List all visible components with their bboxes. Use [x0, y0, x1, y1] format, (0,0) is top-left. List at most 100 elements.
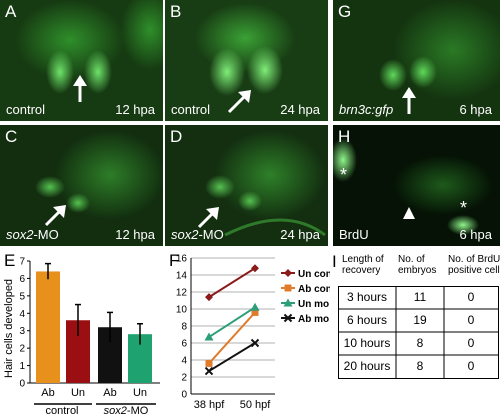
time-label: 6 hpa	[459, 102, 492, 117]
y-tick-label: 7	[19, 257, 25, 268]
data-point	[251, 308, 259, 316]
table-cell: 19	[413, 313, 427, 327]
y-tick-label: 3	[19, 326, 25, 337]
panel-letter: C	[5, 127, 18, 146]
arrow-icon	[73, 75, 87, 102]
y-tick-label: 12	[176, 288, 188, 299]
y-tick-label: 2	[181, 373, 187, 384]
y-tick-label: 6	[19, 274, 25, 285]
gene-name: sox2	[171, 227, 199, 242]
asterisk-marker: *	[340, 165, 348, 185]
x-tick-label: Ab	[103, 387, 116, 399]
condition-label: control	[171, 102, 211, 117]
panel-letter: F	[169, 251, 179, 270]
table-cell: 0	[467, 359, 475, 373]
x-tick-label: Un	[133, 387, 147, 399]
asterisk-marker: *	[460, 198, 468, 218]
data-point	[205, 293, 213, 302]
data-point	[251, 264, 259, 273]
x-tick-label: Ab	[41, 387, 54, 399]
panel-c: C sox2-MO 12 hpa	[0, 125, 163, 246]
data-point	[204, 366, 214, 376]
series-line	[208, 267, 256, 298]
legend-label: Ab con	[298, 284, 330, 295]
panel-letter: H	[338, 127, 351, 146]
bar-chart-e: E Hair cells developed 0 1 2 3 4 5 6 7 Ab Un Ab Un…	[3, 251, 160, 417]
condition-label: control	[6, 102, 46, 117]
data-point	[284, 284, 292, 292]
arrowhead-icon	[403, 207, 415, 219]
y-tick-label: 14	[176, 271, 188, 282]
time-label: 12 hpa	[115, 227, 155, 242]
stain-label: BrdU	[339, 227, 369, 242]
table-cell: 0	[467, 290, 475, 304]
reporter-label: brn3c:gfp	[339, 102, 394, 117]
legend-label: Ab mo	[298, 314, 329, 325]
col-header-embryos: No. of embryos	[398, 254, 437, 276]
y-tick-label: 4	[181, 356, 187, 367]
table-cell: 8	[416, 336, 424, 350]
data-point	[205, 359, 213, 367]
panel-letter: A	[5, 2, 17, 21]
data-point	[250, 338, 260, 348]
y-tick-label: 4	[19, 309, 25, 320]
y-axis-label: Hair cells developed	[3, 279, 15, 378]
table-cell: 8	[416, 359, 424, 373]
gene-name: sox2	[6, 227, 34, 242]
panel-a: A control 12 hpa	[0, 0, 163, 121]
data-point	[283, 298, 293, 307]
micrograph-h	[333, 125, 500, 246]
panel-letter: B	[170, 2, 182, 21]
data-point	[204, 332, 214, 341]
x-tick-label: 50 hpf	[240, 399, 272, 411]
series-line	[208, 306, 256, 338]
y-tick-label: 0	[181, 390, 187, 401]
y-tick-label: 8	[181, 322, 187, 333]
morpholino-suffix: -MO	[127, 405, 149, 417]
arrow-icon	[44, 205, 66, 227]
panel-letter: G	[338, 2, 352, 21]
arrow-icon	[227, 90, 251, 114]
panel-d: D sox2-MO 24 hpa	[165, 125, 328, 246]
col-header-brdu: No. of BrdU-positive cells	[448, 254, 500, 276]
x-tick-label: Un	[71, 387, 85, 399]
table-cell: 3 hours	[346, 290, 388, 304]
table-grid	[338, 286, 499, 379]
morpholino-suffix: -MO	[198, 227, 224, 242]
y-tick-label: 6	[181, 339, 187, 350]
panel-letter: E	[4, 251, 15, 270]
recovery-table: I Length of recovery No. of embryos No. …	[330, 252, 500, 412]
y-tick-label: 16	[176, 254, 188, 265]
time-label: 24 hpa	[280, 227, 320, 242]
condition-label: sox2-MO	[6, 227, 59, 242]
y-tick-label: 0	[19, 379, 25, 390]
panel-h: H * * BrdU 6 hpa	[333, 125, 500, 246]
time-label: 6 hpa	[459, 227, 492, 242]
micrograph-c	[0, 125, 163, 246]
y-tick-label: 2	[19, 344, 25, 355]
panel-b: B control 24 hpa	[165, 0, 328, 121]
table-cell: 0	[467, 313, 475, 327]
y-tick-label: 10	[176, 305, 188, 316]
table-cell: 20 hours	[343, 359, 391, 373]
gene-name: sox2	[104, 405, 127, 417]
micrograph-g	[333, 0, 500, 121]
series-line	[208, 311, 256, 365]
panel-g: G brn3c:gfp 6 hpa	[333, 0, 500, 121]
panel-letter: D	[170, 127, 183, 146]
time-label: 24 hpa	[280, 102, 320, 117]
line-chart-f: F 0 2 4 6 8 10 12 14 16 38 hpf 50 hpf Un con Ab co…	[169, 251, 330, 411]
series-line	[208, 342, 256, 372]
arrow-icon	[402, 87, 416, 114]
table-cell: 0	[467, 336, 475, 350]
micrograph-b	[165, 0, 328, 121]
group-label-sox2: sox2-MO	[104, 405, 149, 417]
table-cell: 6 hours	[346, 313, 388, 327]
panel-letter: I	[332, 252, 337, 271]
col-header-recovery: Length of recovery	[342, 254, 384, 276]
data-point	[250, 302, 260, 311]
data-point	[284, 269, 292, 277]
legend-label: Un mo	[298, 299, 329, 310]
table-cell: 11	[413, 290, 427, 304]
bar	[36, 271, 60, 383]
